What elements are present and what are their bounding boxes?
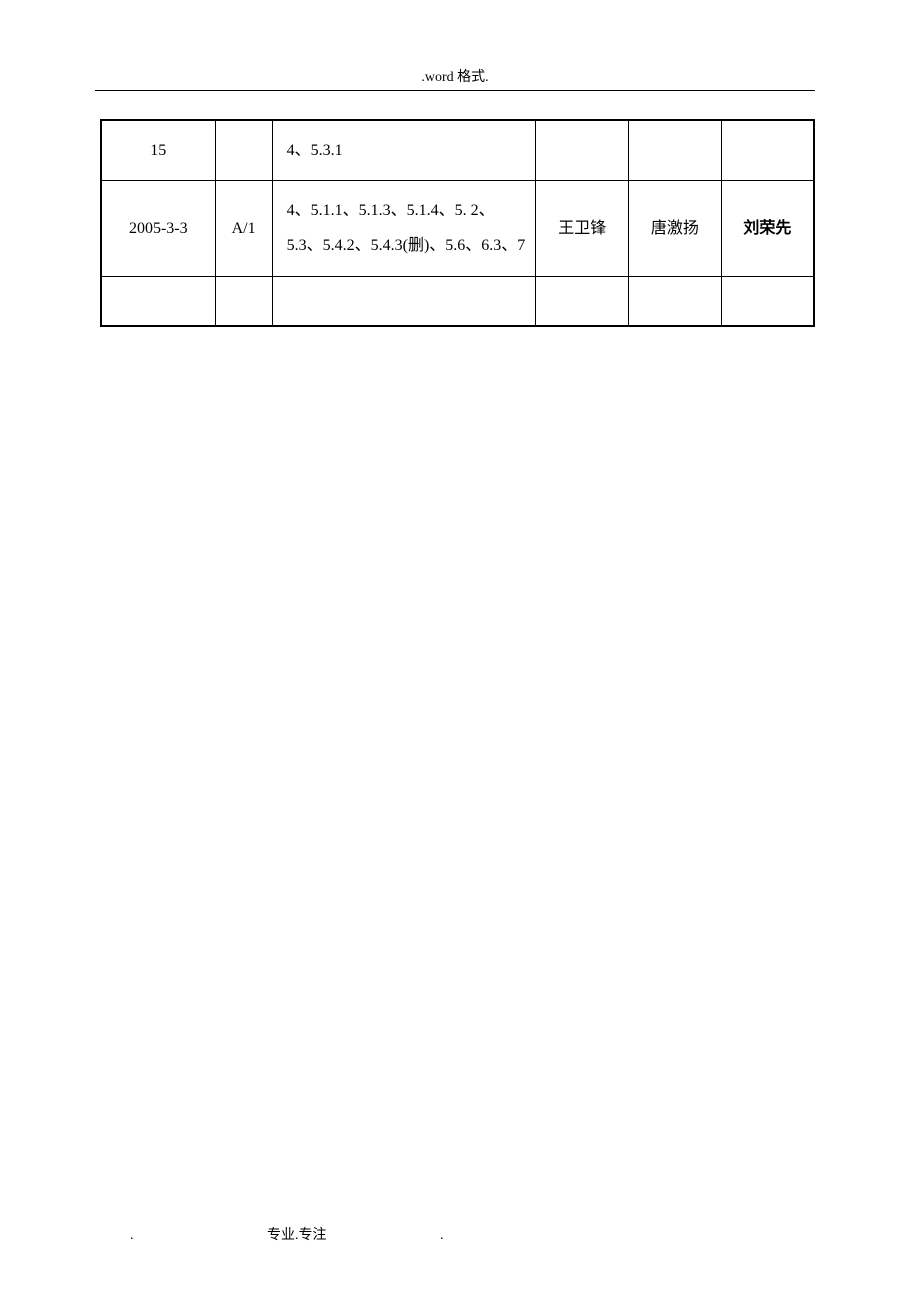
cell-name2 xyxy=(629,276,722,326)
cell-name3 xyxy=(721,276,814,326)
footer-dot: . xyxy=(130,1228,134,1244)
cell-date xyxy=(101,276,215,326)
footer-dot: . xyxy=(440,1228,444,1244)
cell-version xyxy=(215,276,272,326)
cell-name3 xyxy=(721,120,814,181)
cell-version xyxy=(215,120,272,181)
cell-date: 2005-3-3 xyxy=(101,181,215,276)
table-container: 15 4、5.3.1 2005-3-3 A/1 4、5.1.1、5.1.3、5.… xyxy=(100,119,815,327)
page-header: .word 格式. xyxy=(95,66,815,91)
cell-name1 xyxy=(536,276,629,326)
cell-name2 xyxy=(629,120,722,181)
cell-name1 xyxy=(536,120,629,181)
cell-version: A/1 xyxy=(215,181,272,276)
cell-name3: 刘荣先 xyxy=(721,181,814,276)
footer-text: 专业.专注 xyxy=(267,1224,327,1244)
cell-content: 4、5.3.1 xyxy=(272,120,536,181)
page-footer: . 专业.专注 . xyxy=(130,1224,444,1244)
cell-name2: 唐激扬 xyxy=(629,181,722,276)
header-text: .word 格式. xyxy=(421,70,488,85)
cell-content xyxy=(272,276,536,326)
table-row: 2005-3-3 A/1 4、5.1.1、5.1.3、5.1.4、5. 2、5.… xyxy=(101,181,814,276)
table-row: 15 4、5.3.1 xyxy=(101,120,814,181)
cell-name1: 王卫锋 xyxy=(536,181,629,276)
revision-table: 15 4、5.3.1 2005-3-3 A/1 4、5.1.1、5.1.3、5.… xyxy=(100,119,815,327)
cell-date: 15 xyxy=(101,120,215,181)
table-row xyxy=(101,276,814,326)
cell-content: 4、5.1.1、5.1.3、5.1.4、5. 2、5.3、5.4.2、5.4.3… xyxy=(272,181,536,276)
